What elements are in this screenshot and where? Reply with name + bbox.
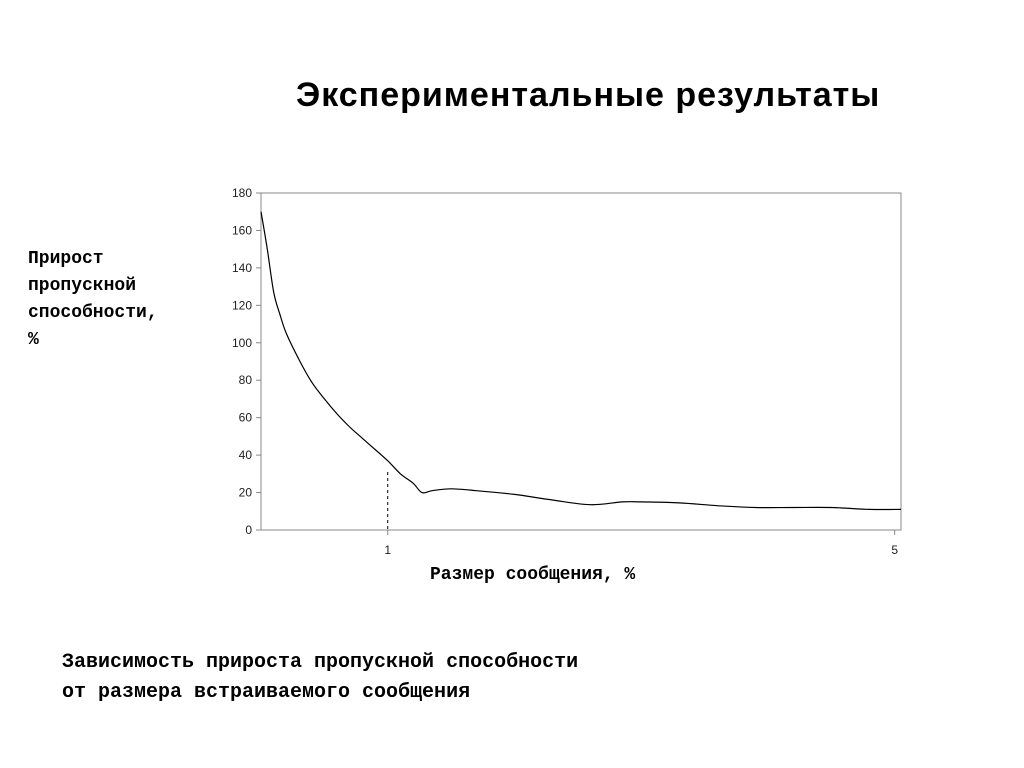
y-tick-label: 120 [232, 298, 252, 312]
caption-line: Зависимость прироста пропускной способно… [62, 651, 579, 674]
x-tick-label: 5 [891, 543, 898, 557]
y-axis-label-line: Прирост [28, 249, 104, 269]
y-tick-label: 140 [232, 261, 252, 275]
y-tick-label: 60 [239, 411, 253, 425]
y-tick-label: 80 [239, 373, 253, 387]
plot-frame [260, 192, 902, 531]
y-tick-label: 40 [239, 448, 253, 462]
slide-title: Экспериментальные результаты [296, 76, 881, 114]
y-tick-label: 180 [232, 186, 252, 200]
y-tick-label: 160 [232, 223, 252, 237]
caption-line: от размера встраиваемого сообщения [62, 681, 471, 704]
x-tick-label: 1 [384, 543, 391, 557]
y-tick-label: 100 [232, 336, 252, 350]
y-tick-label: 20 [239, 486, 253, 500]
x-axis-label: Размер сообщения, % [430, 565, 636, 585]
y-tick-label: 0 [245, 523, 252, 537]
slide-caption: Зависимость прироста пропускной способно… [62, 648, 578, 708]
series-line [260, 211, 902, 511]
y-axis-label-line: способности, [28, 303, 158, 323]
y-axis-label-line: пропускной [28, 276, 137, 296]
y-axis: 0 20 40 60 80 100 120 140 160 180 [232, 186, 261, 537]
y-axis-label: Прирост пропускной способности, % [28, 246, 158, 354]
y-axis-label-line: % [28, 330, 39, 350]
